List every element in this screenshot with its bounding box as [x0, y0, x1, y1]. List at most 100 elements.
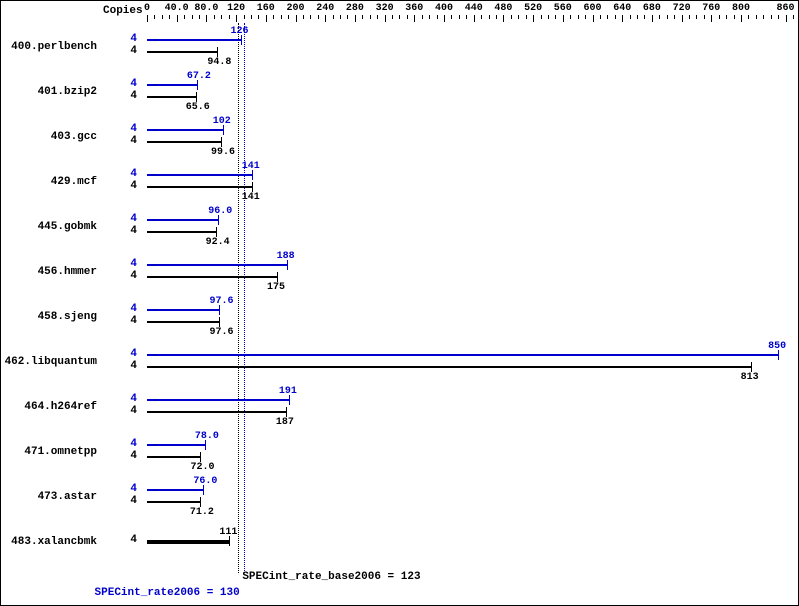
- axis-tick-minor: [333, 15, 334, 19]
- axis-tick-minor: [726, 15, 727, 19]
- axis-tick-minor: [719, 15, 720, 19]
- benchmark-name: 429.mcf: [51, 176, 97, 188]
- axis-tick-minor: [607, 15, 608, 19]
- axis-tick-minor: [347, 15, 348, 19]
- axis-tick-label: 440: [465, 3, 483, 14]
- bar-end-tick: [216, 227, 217, 237]
- axis-tick-label: 360: [405, 3, 423, 14]
- base-bar: [147, 186, 252, 188]
- copies-value: 4: [130, 483, 137, 495]
- axis-tick-major: [177, 15, 178, 22]
- axis-tick-minor: [756, 15, 757, 19]
- base-bar: [147, 96, 196, 98]
- peak-value-label: 188: [277, 251, 295, 262]
- base-bar: [147, 51, 217, 53]
- bar-end-tick: [219, 317, 220, 327]
- axis-tick-minor: [793, 15, 794, 19]
- copies-value: 4: [130, 180, 137, 192]
- axis-tick-minor: [244, 15, 245, 19]
- axis-tick-minor: [184, 15, 185, 19]
- axis-tick-minor: [214, 15, 215, 19]
- benchmark-row: 464.h264ref41914187: [1, 387, 798, 432]
- axis-tick-minor: [422, 15, 423, 19]
- axis-tick-minor: [281, 15, 282, 19]
- axis-tick-minor: [429, 15, 430, 19]
- axis-tick-major: [414, 15, 415, 22]
- axis-tick-label: 40.0: [165, 3, 189, 14]
- axis-tick-minor: [578, 15, 579, 19]
- benchmark-row: 483.xalancbmk4111: [1, 522, 798, 567]
- bar-end-tick: [196, 92, 197, 102]
- base-bar: [147, 540, 229, 544]
- benchmark-name: 445.gobmk: [38, 221, 97, 233]
- bar-end-tick: [200, 497, 201, 507]
- copies-value: 4: [130, 393, 137, 405]
- axis-tick-minor: [466, 15, 467, 19]
- axis-tick-minor: [288, 15, 289, 19]
- axis-tick-label: 720: [673, 3, 691, 14]
- peak-value-label: 76.0: [193, 476, 217, 487]
- copies-value: 4: [130, 225, 137, 237]
- benchmark-name: 483.xalancbmk: [11, 536, 97, 548]
- peak-value-label: 78.0: [195, 431, 219, 442]
- axis-tick-minor: [734, 15, 735, 19]
- axis-tick-minor: [318, 15, 319, 19]
- base-bar: [147, 276, 277, 278]
- benchmark-row: 462.libquantum48504813: [1, 342, 798, 387]
- copies-value: 4: [130, 495, 137, 507]
- axis-tick-major: [355, 15, 356, 22]
- peak-bar: [147, 444, 205, 446]
- copies-value: 4: [130, 303, 137, 315]
- copies-value: 4: [130, 213, 137, 225]
- axis-tick-minor: [585, 15, 586, 19]
- axis-tick-minor: [548, 15, 549, 19]
- base-bar: [147, 456, 200, 458]
- axis-tick-major: [206, 15, 207, 22]
- axis-tick-minor: [303, 15, 304, 19]
- copies-value: 4: [130, 33, 137, 45]
- axis-tick-major: [474, 15, 475, 22]
- benchmark-name: 403.gcc: [51, 131, 97, 143]
- axis-tick-minor: [377, 15, 378, 19]
- benchmark-name: 464.h264ref: [24, 401, 97, 413]
- axis-tick-major: [147, 15, 148, 22]
- axis-tick-major: [236, 15, 237, 22]
- specint-peak-label: SPECint_rate2006 = 130: [95, 587, 240, 599]
- axis-tick-minor: [526, 15, 527, 19]
- axis-tick-label: 160: [257, 3, 275, 14]
- axis-tick-minor: [541, 15, 542, 19]
- axis-tick-minor: [162, 15, 163, 19]
- peak-value-label: 96.0: [208, 206, 232, 217]
- axis-tick-major: [593, 15, 594, 22]
- bar-end-tick: [751, 362, 752, 372]
- base-value-label: 71.2: [190, 507, 214, 518]
- bar-end-tick: [200, 452, 201, 462]
- axis-tick-major: [385, 15, 386, 22]
- base-value-label: 65.6: [186, 102, 210, 113]
- axis-tick-label: 760: [702, 3, 720, 14]
- peak-value-label: 850: [768, 341, 786, 352]
- base-value-label: 141: [242, 192, 260, 203]
- axis-tick-minor: [258, 15, 259, 19]
- axis-tick-minor: [763, 15, 764, 19]
- peak-bar: [147, 264, 287, 266]
- base-value-label: 92.4: [206, 237, 230, 248]
- base-bar: [147, 501, 200, 503]
- copies-value: 4: [130, 45, 137, 57]
- axis-tick-label: 320: [376, 3, 394, 14]
- benchmark-row: 429.mcf41414141: [1, 162, 798, 207]
- peak-value-label: 141: [242, 161, 260, 172]
- benchmark-row: 400.perlbench4126494.8: [1, 27, 798, 72]
- benchmark-name: 456.hmmer: [38, 266, 97, 278]
- peak-value-label: 97.6: [209, 296, 233, 307]
- axis-tick-major: [296, 15, 297, 22]
- spec-chart: Copies 040.080.0120160200240280320360400…: [0, 0, 799, 606]
- axis-tick-minor: [518, 15, 519, 19]
- peak-bar: [147, 489, 203, 491]
- axis-tick-minor: [199, 15, 200, 19]
- benchmark-row: 471.omnetpp478.0472.0: [1, 432, 798, 477]
- benchmark-row: 401.bzip2467.2465.6: [1, 72, 798, 117]
- axis-tick-minor: [511, 15, 512, 19]
- benchmark-row: 473.astar476.0471.2: [1, 477, 798, 522]
- axis-tick-label: 520: [524, 3, 542, 14]
